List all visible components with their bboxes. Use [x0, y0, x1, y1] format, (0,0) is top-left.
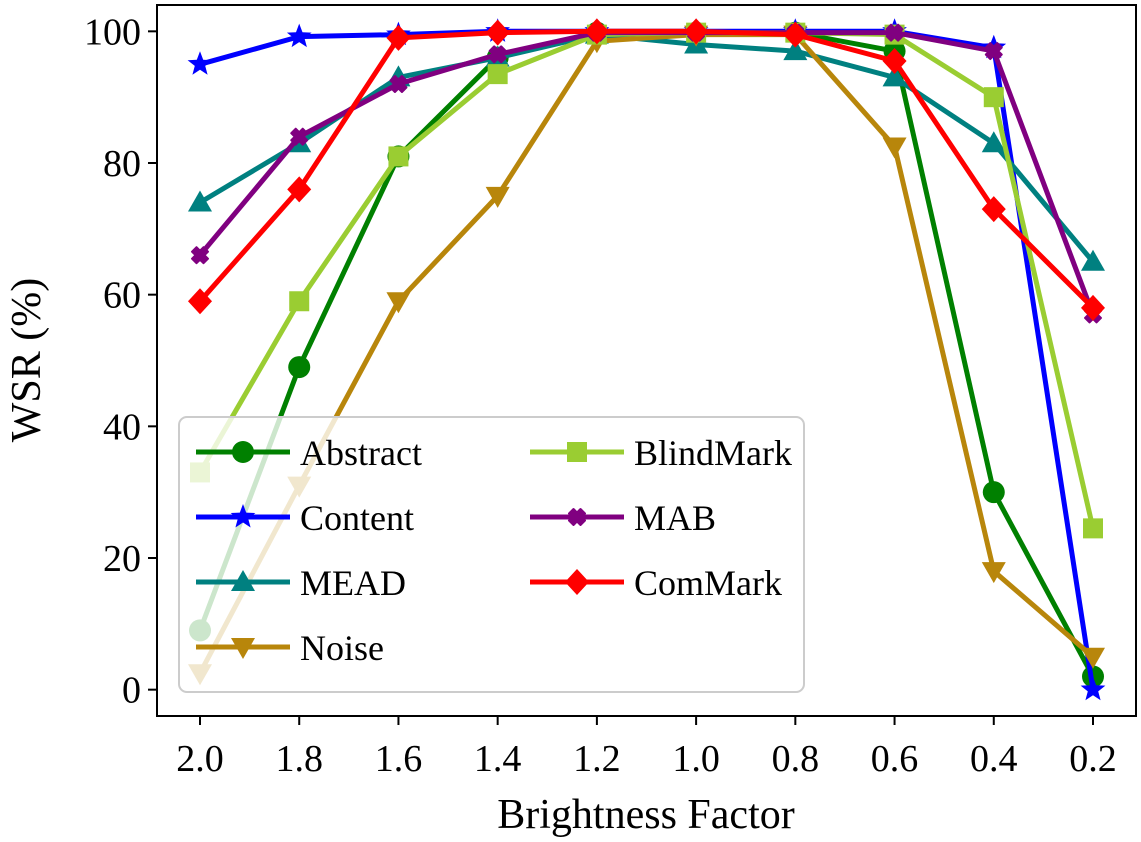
data-point-blindmark-9	[983, 87, 1004, 108]
legend-item-commark: ComMark	[530, 563, 782, 603]
series-line-mead	[197, 32, 1096, 265]
x-tick-label: 1.2	[573, 738, 621, 780]
legend: Abstract Content MEAD Noise BlindMark MAB ComM…	[178, 416, 805, 693]
data-point-mab-1	[191, 246, 209, 265]
legend-label-noise: Noise	[300, 628, 384, 668]
legend-label-commark: ComMark	[634, 563, 782, 603]
data-point-content-2	[286, 23, 312, 48]
legend-marker-blindmark	[567, 442, 587, 462]
legend-label-abstract: Abstract	[300, 433, 422, 473]
series-layer	[187, 18, 1106, 701]
legend-item-blindmark: BlindMark	[530, 433, 792, 473]
data-point-commark-8	[882, 47, 907, 74]
data-point-mead-10	[1081, 249, 1105, 271]
y-tick-label: 20	[103, 538, 141, 580]
data-point-abstract-9	[982, 481, 1005, 504]
legend-item-mead: MEAD	[196, 563, 406, 603]
x-axis: 2.0 1.8 1.6 1.4 1.2 1.0 0.8 0.6 0.4 0.2	[176, 716, 1117, 780]
data-point-commark-6	[684, 18, 709, 45]
data-point-noise-8	[882, 137, 907, 159]
data-point-blindmark-2	[289, 291, 310, 312]
legend-marker-mead	[231, 570, 255, 591]
x-tick-label: 1.0	[672, 738, 720, 780]
x-tick-label: 0.2	[1069, 738, 1117, 780]
data-point-blindmark-10	[1083, 518, 1103, 539]
data-point-abstract-2	[288, 356, 311, 379]
x-tick-label: 0.8	[772, 738, 820, 780]
legend-item-mab: MAB	[530, 498, 716, 538]
legend-label-mead: MEAD	[300, 563, 406, 603]
series-line-noise	[197, 32, 1096, 676]
plot-area-frame	[156, 4, 1137, 717]
series-commark	[188, 18, 1105, 321]
data-point-commark-4	[485, 19, 510, 46]
data-point-content-1	[187, 51, 213, 75]
legend-item-abstract: Abstract	[196, 433, 422, 473]
data-point-mab-9	[984, 42, 1003, 61]
data-point-mead-1	[188, 190, 212, 212]
data-point-content-10	[1080, 676, 1106, 701]
data-point-commark-7	[783, 21, 808, 48]
data-point-mab-4	[488, 45, 507, 64]
series-line-commark	[197, 28, 1096, 311]
x-axis-title: Brightness Factor	[497, 792, 794, 838]
x-tick-label: 1.8	[275, 738, 323, 780]
y-tick-label: 40	[103, 406, 141, 448]
legend-marker-abstract	[232, 441, 254, 463]
data-point-commark-3	[386, 24, 411, 51]
data-point-noise-10	[1081, 647, 1105, 669]
data-point-commark-9	[981, 196, 1006, 223]
legend-marker-noise	[231, 638, 255, 659]
data-point-noise-9	[981, 562, 1006, 584]
data-point-noise-4	[485, 186, 510, 208]
x-tick-label: 1.6	[375, 738, 423, 780]
x-tick-label: 1.4	[474, 738, 522, 780]
data-point-commark-10	[1081, 294, 1105, 321]
y-tick-label: 60	[103, 275, 141, 317]
y-axis: 0 20 40 60 80 100	[84, 11, 157, 712]
data-point-commark-5	[584, 18, 609, 45]
x-tick-label: 2.0	[176, 738, 224, 780]
x-tick-label: 0.4	[970, 738, 1018, 780]
legend-item-content: Content	[196, 498, 414, 538]
data-point-blindmark-4	[487, 64, 508, 85]
data-point-blindmark-3	[388, 146, 409, 167]
data-point-mab-8	[885, 23, 904, 42]
data-point-mead-8	[882, 65, 907, 87]
data-point-mab-2	[290, 127, 309, 146]
y-tick-label: 0	[122, 670, 141, 712]
y-axis-title: WSR (%)	[4, 278, 50, 442]
legend-marker-commark	[565, 569, 589, 595]
data-point-mab-3	[389, 75, 408, 93]
legend-label-mab: MAB	[634, 498, 716, 538]
y-tick-label: 80	[103, 143, 141, 185]
legend-label-content: Content	[300, 498, 414, 538]
data-point-commark-2	[287, 176, 312, 203]
data-point-commark-1	[188, 288, 212, 315]
legend-marker-content	[230, 504, 256, 528]
data-point-mead-9	[981, 131, 1006, 153]
legend-item-noise: Noise	[196, 628, 384, 668]
legend-marker-mab	[568, 508, 586, 526]
data-point-mead-7	[783, 39, 808, 61]
series-mab	[191, 23, 1102, 324]
data-point-noise-3	[386, 292, 411, 314]
legend-label-blindmark: BlindMark	[634, 433, 792, 473]
y-tick-label: 100	[84, 11, 141, 53]
x-tick-label: 0.6	[871, 738, 919, 780]
legend-box	[178, 416, 805, 693]
